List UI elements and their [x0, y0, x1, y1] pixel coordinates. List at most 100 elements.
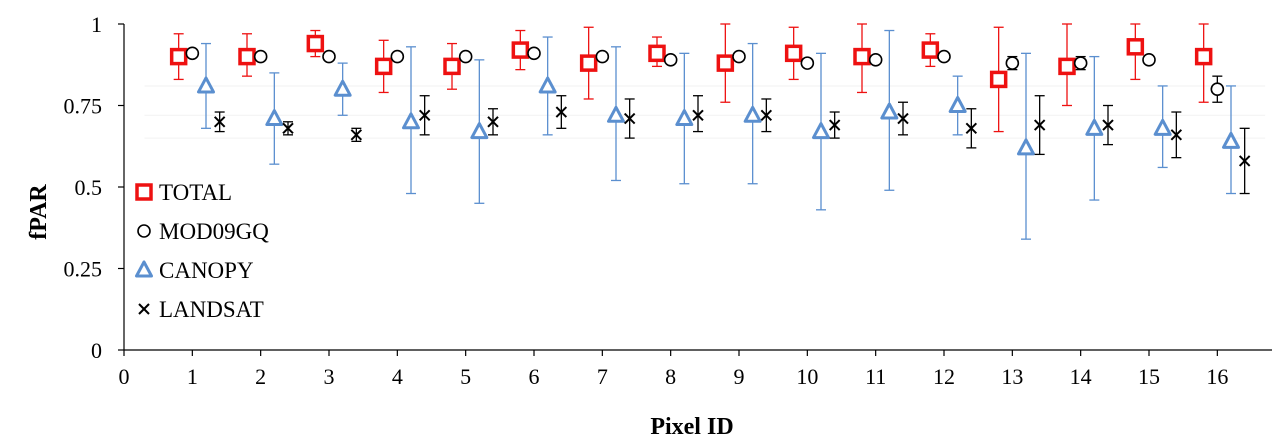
data-point — [1194, 47, 1213, 66]
legend-marker-circle — [137, 224, 151, 238]
data-point — [555, 106, 568, 118]
data-point — [648, 44, 666, 63]
data-point — [527, 46, 541, 61]
data-point — [169, 47, 188, 66]
y-tick-label: 0.75 — [64, 94, 103, 119]
x-stroke — [350, 129, 363, 141]
y-tick-label: 0.25 — [64, 257, 103, 282]
data-point — [443, 57, 461, 76]
data-point — [623, 112, 636, 125]
x-tick-label: 16 — [1206, 364, 1228, 389]
x-axis-label: Pixel ID — [650, 414, 733, 440]
data-point — [800, 56, 815, 70]
x-tick-label: 8 — [665, 364, 676, 389]
x-stroke — [1102, 119, 1114, 131]
data-point — [213, 116, 226, 128]
data-point — [197, 76, 215, 94]
data-point — [1017, 138, 1035, 156]
legend-item: TOTAL — [135, 180, 232, 205]
data-point — [1153, 118, 1172, 136]
data-point — [1170, 129, 1183, 141]
legend: TOTAL MOD09GQ CANOPY LANDSAT — [135, 180, 269, 322]
series-canopy — [197, 29, 1240, 240]
data-point — [1033, 119, 1046, 131]
legend-marker-square — [135, 183, 153, 201]
x-stroke — [965, 122, 978, 135]
data-point — [306, 34, 325, 53]
data-point — [282, 122, 294, 135]
data-point — [1085, 118, 1104, 136]
data-point — [402, 112, 420, 130]
x-tick-label: 14 — [1070, 364, 1092, 389]
data-point — [965, 122, 978, 135]
data-point — [716, 54, 735, 72]
x-tick-label: 3 — [324, 364, 335, 389]
legend-marker-x — [138, 303, 150, 315]
x-tick-label: 7 — [597, 364, 608, 389]
legend-item: MOD09GQ — [137, 219, 269, 244]
data-point — [784, 44, 803, 63]
data-point — [470, 122, 489, 140]
data-point — [253, 49, 268, 64]
data-point — [880, 102, 899, 120]
data-point — [350, 129, 363, 141]
x-tick-label: 15 — [1138, 364, 1160, 389]
legend-label: MOD09GQ — [159, 219, 269, 244]
data-point — [333, 79, 352, 97]
series-total — [169, 23, 1213, 133]
series-layer — [169, 23, 1251, 240]
x-tick-label: 0 — [119, 364, 130, 389]
data-point — [322, 49, 336, 64]
x-stroke — [1238, 155, 1251, 167]
data-point — [238, 47, 256, 66]
x-stroke — [692, 109, 704, 121]
data-point — [675, 109, 694, 127]
legend-marker-triangle — [135, 260, 153, 278]
data-point — [1222, 131, 1240, 149]
x-stroke — [1170, 129, 1183, 141]
data-point — [1058, 57, 1076, 76]
data-point — [511, 41, 530, 59]
data-point — [607, 105, 625, 123]
y-tick-label: 0 — [91, 338, 102, 363]
data-point — [948, 96, 967, 113]
data-point — [663, 53, 678, 67]
data-point — [1142, 53, 1156, 67]
x-stroke — [282, 122, 294, 135]
data-point — [1238, 155, 1251, 167]
data-point — [374, 57, 393, 76]
x-stroke — [897, 112, 909, 125]
data-point — [989, 70, 1008, 89]
data-point — [743, 105, 762, 123]
data-point — [185, 46, 200, 61]
x-tick-label: 13 — [1001, 364, 1023, 389]
legend-item: LANDSAT — [138, 297, 264, 322]
x-tick-label: 11 — [865, 364, 886, 389]
data-point — [921, 41, 940, 59]
data-point — [937, 49, 951, 64]
data-point — [458, 49, 473, 64]
x-tick-label: 4 — [392, 364, 403, 389]
data-point — [1005, 56, 1020, 70]
x-stroke — [213, 116, 226, 128]
data-point — [265, 109, 284, 127]
x-tick-label: 9 — [734, 364, 745, 389]
series-landsat — [213, 95, 1251, 195]
data-point — [579, 54, 598, 72]
data-point — [897, 112, 909, 125]
y-tick-label: 1 — [91, 12, 102, 37]
legend-label: TOTAL — [159, 180, 232, 205]
data-point — [595, 49, 610, 64]
data-point — [692, 109, 704, 121]
y-tick-label: 0.5 — [75, 175, 103, 200]
x-stroke — [828, 119, 841, 131]
data-point — [1073, 56, 1088, 70]
x-stroke — [760, 109, 773, 121]
x-stroke — [418, 109, 431, 121]
x-stroke — [138, 303, 150, 315]
data-point — [1210, 82, 1225, 96]
x-stroke — [1033, 119, 1046, 131]
data-point — [828, 119, 841, 131]
